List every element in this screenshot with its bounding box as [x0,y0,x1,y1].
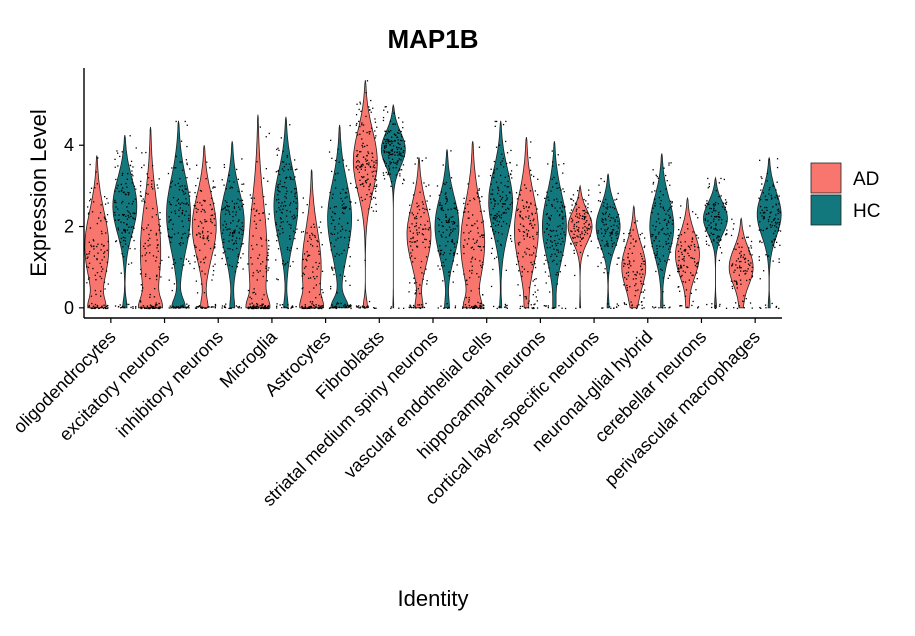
violin-ad-6 [352,80,378,309]
jitter-points-ad-4 [247,126,270,310]
violin-hc-9 [542,141,567,309]
jitter-points-hc-7 [436,150,459,309]
violin-ad-8 [460,141,486,309]
violin-ad-4 [245,114,271,309]
jitter-points-ad-7 [408,157,431,310]
x-axis-label: Identity [398,586,469,611]
violin-hc-11 [649,153,675,309]
legend-label-ad: AD [853,169,879,190]
jitter-points-ad-11 [623,220,646,310]
violin-hc-7 [434,149,460,309]
jitter-points-ad-2 [139,151,163,310]
jitter-points-hc-6 [382,106,406,310]
jitter-points-ad-9 [515,141,539,310]
legend-swatch-hc [810,194,842,226]
y-axis-label: Expression Level [26,109,51,277]
violin-hc-8 [488,120,514,309]
violin-ad-9 [514,137,539,309]
jitter-points-ad-5 [300,197,324,310]
violin-ad-2 [138,126,163,309]
violin-hc-2 [166,120,191,309]
legend-swatch-ad [810,162,842,194]
jitter-points-hc-4 [275,124,298,310]
violin-hc-4 [273,116,299,309]
y-tick-label-4: 4 [64,135,74,155]
jitter-points-hc-13 [758,158,782,310]
violin-hc-12 [703,176,728,309]
jitter-points-ad-12 [677,205,700,309]
violin-hc-3 [219,141,245,309]
jitter-points-hc-5 [328,124,352,310]
violin-ad-1 [84,155,110,309]
jitter-points-ad-8 [462,146,485,310]
jitter-points-hc-9 [543,150,567,310]
violin-ad-5 [299,169,325,309]
legend: AD HC [810,162,880,226]
jitter-points-ad-3 [193,161,217,309]
violin-hc-6 [380,104,406,309]
y-tick-label-2: 2 [64,217,74,237]
jitter-points-ad-10 [569,189,592,309]
jitter-points-hc-1 [114,135,137,309]
jitter-points-hc-3 [221,158,245,310]
violin-hc-13 [756,157,782,309]
y-tick-label-0: 0 [64,298,74,318]
jitter-points-hc-12 [704,177,728,309]
chart-title: MAP1B [387,24,478,54]
violin-ad-11 [621,204,647,309]
jitter-points-hc-8 [489,120,513,310]
jitter-points-hc-11 [651,162,674,309]
jitter-points-ad-13 [730,218,754,310]
jitter-points-hc-10 [597,178,620,309]
violin-ad-13 [728,217,754,309]
violin-hc-10 [595,173,621,309]
violin-hc-1 [112,135,138,309]
jitter-points-ad-6 [354,80,378,309]
jitter-points-hc-2 [167,120,191,309]
legend-label-hc: HC [853,201,880,222]
violin-ad-3 [191,145,217,309]
jitter-points-ad-1 [86,157,109,310]
